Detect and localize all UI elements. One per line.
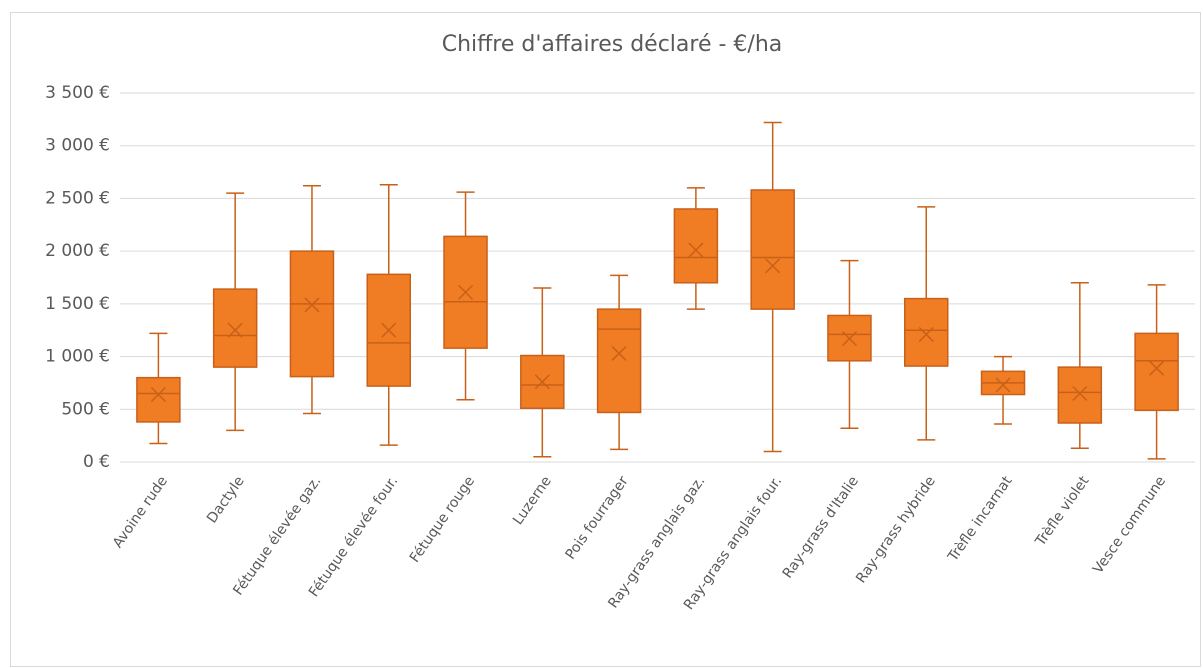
y-tick-label: 2 500 € xyxy=(45,188,110,208)
mean-marker xyxy=(1072,385,1088,402)
box xyxy=(1057,366,1103,424)
mean-marker xyxy=(458,284,474,300)
mean-marker xyxy=(534,374,550,390)
mean-marker xyxy=(841,331,857,347)
mean-marker xyxy=(150,386,166,403)
y-tick-label: 2 000 € xyxy=(45,241,110,261)
y-tick-label: 1 500 € xyxy=(45,294,110,314)
y-tick-label: 500 € xyxy=(61,399,110,419)
mean-marker xyxy=(611,345,627,361)
mean-marker xyxy=(765,258,781,274)
box xyxy=(596,308,642,414)
box xyxy=(289,250,335,378)
box xyxy=(750,189,795,310)
box xyxy=(212,288,258,368)
y-tick-label: 3 500 € xyxy=(45,83,110,103)
mean-marker xyxy=(688,242,704,258)
box xyxy=(673,208,719,284)
y-tick-label: 3 000 € xyxy=(45,136,110,156)
mean-marker xyxy=(995,377,1011,393)
mean-marker xyxy=(227,322,243,338)
mean-marker xyxy=(381,322,397,338)
mean-marker xyxy=(918,326,934,342)
box xyxy=(904,297,949,367)
chart-title: Chiffre d'affaires déclaré - €/ha xyxy=(442,32,783,57)
box xyxy=(1134,332,1179,412)
box xyxy=(136,376,181,423)
y-tick-label: 1 000 € xyxy=(45,347,110,367)
mean-marker xyxy=(1149,360,1165,376)
mean-marker xyxy=(304,297,320,313)
y-tick-label: 0 € xyxy=(83,452,110,472)
